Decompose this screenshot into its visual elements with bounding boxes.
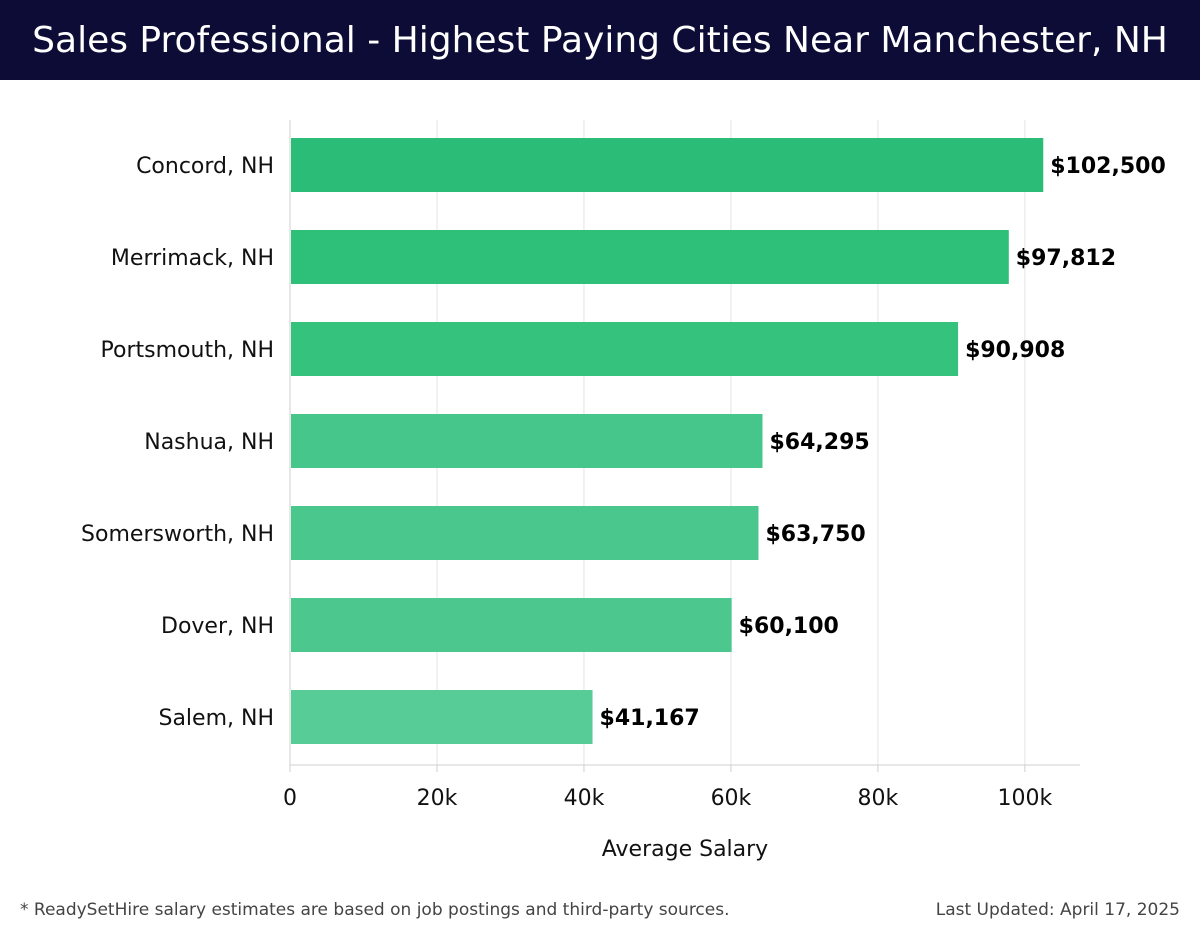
last-updated: Last Updated: April 17, 2025 (935, 900, 1180, 920)
category-label: Concord, NH (136, 154, 274, 179)
category-label: Somersworth, NH (81, 522, 274, 547)
category-label: Merrimack, NH (111, 246, 274, 271)
category-label: Dover, NH (161, 614, 274, 639)
x-tick-label: 60k (711, 786, 752, 811)
value-label: $41,167 (600, 706, 700, 731)
bar (291, 230, 1009, 284)
footer-note: * ReadySetHire salary estimates are base… (20, 900, 730, 920)
x-axis-title: Average Salary (602, 837, 768, 862)
x-tick-label: 80k (858, 786, 899, 811)
value-label: $90,908 (965, 338, 1065, 363)
bar (291, 598, 732, 652)
category-label: Salem, NH (158, 706, 274, 731)
chart-header: Sales Professional - Highest Paying Citi… (0, 0, 1200, 80)
value-label: $63,750 (765, 522, 865, 547)
value-label: $64,295 (769, 430, 869, 455)
bar (291, 322, 959, 376)
value-label: $102,500 (1050, 154, 1166, 179)
bar (291, 690, 593, 744)
salary-bar-chart: 0 20k 40k 60k 80k 100k Concord, NH $102,500 Merr… (81, 120, 1166, 862)
bar (291, 506, 759, 560)
x-tick-label: 40k (564, 786, 605, 811)
category-label: Portsmouth, NH (101, 338, 274, 363)
label-layer: 0 20k 40k 60k 80k 100k Concord, NH $102,500 Merr… (81, 154, 1166, 811)
bar-layer (291, 138, 1044, 744)
chart-title: Sales Professional - Highest Paying Citi… (32, 19, 1168, 61)
x-tick-label: 100k (998, 786, 1053, 811)
x-tick-label: 20k (417, 786, 458, 811)
x-tick-label: 0 (283, 786, 297, 811)
value-label: $97,812 (1016, 246, 1116, 271)
bar (291, 414, 763, 468)
bar (291, 138, 1044, 192)
value-label: $60,100 (739, 614, 839, 639)
category-label: Nashua, NH (144, 430, 274, 455)
